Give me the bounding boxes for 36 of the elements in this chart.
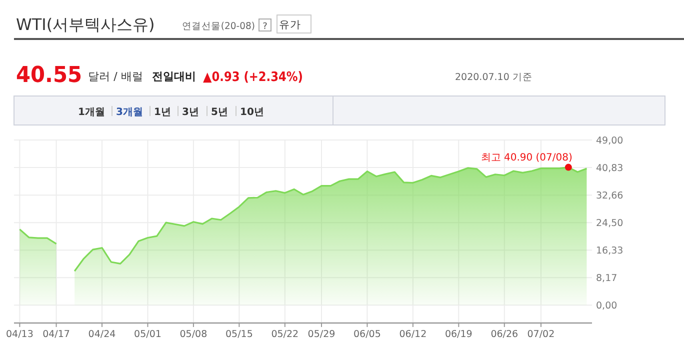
annotation: 최고 40.90 (07/08) bbox=[480, 152, 573, 164]
text: 10년 bbox=[240, 107, 264, 118]
y-tick-label: 8,17 bbox=[596, 273, 618, 284]
text: 유가 bbox=[279, 19, 301, 31]
text: 1년 bbox=[154, 107, 171, 118]
y-tick-label: 40,83 bbox=[596, 163, 624, 174]
chart-title: WTI(서부텍사스유) bbox=[16, 15, 155, 34]
x-tick-label: 05/22 bbox=[271, 329, 299, 340]
text: ? bbox=[262, 22, 268, 32]
x-tick-label: 04/17 bbox=[42, 329, 70, 340]
text: 3개월 bbox=[116, 107, 143, 118]
text: 40.55 bbox=[16, 63, 86, 88]
x-tick-label: 05/08 bbox=[180, 329, 208, 340]
x-tick-label: 06/05 bbox=[354, 329, 381, 340]
x-tick-label: 06/19 bbox=[444, 329, 472, 340]
y-tick-label: 16,33 bbox=[596, 246, 624, 257]
x-tick-label: 04/13 bbox=[6, 329, 34, 340]
text: 2020.07.10 기준 bbox=[455, 72, 532, 83]
x-tick-label: 06/12 bbox=[399, 329, 427, 340]
x-tick-label: 05/01 bbox=[134, 329, 162, 340]
y-tick-label: 32,66 bbox=[596, 190, 624, 202]
x-tick-label: 07/02 bbox=[527, 329, 555, 340]
x-tick-label: 04/24 bbox=[88, 329, 116, 340]
text: ▲0.93 (+2.34%) bbox=[203, 70, 318, 85]
x-tick-label: 05/29 bbox=[308, 329, 336, 340]
text: 1개월 bbox=[78, 107, 105, 118]
x-tick-label: 06/26 bbox=[490, 329, 518, 340]
text: 3년 bbox=[182, 107, 199, 118]
x-tick-label: 05/15 bbox=[225, 329, 253, 340]
y-tick-label: 0,00 bbox=[596, 300, 618, 312]
text: 5년 bbox=[211, 107, 228, 118]
text: 달러 / 배럴 bbox=[88, 70, 143, 83]
chart-subtitle: 연결선물(20-08) bbox=[182, 21, 258, 32]
y-tick-label: 49,00 bbox=[596, 136, 624, 146]
text: 전일대비 bbox=[152, 70, 196, 83]
y-tick-label: 24,50 bbox=[596, 218, 624, 230]
